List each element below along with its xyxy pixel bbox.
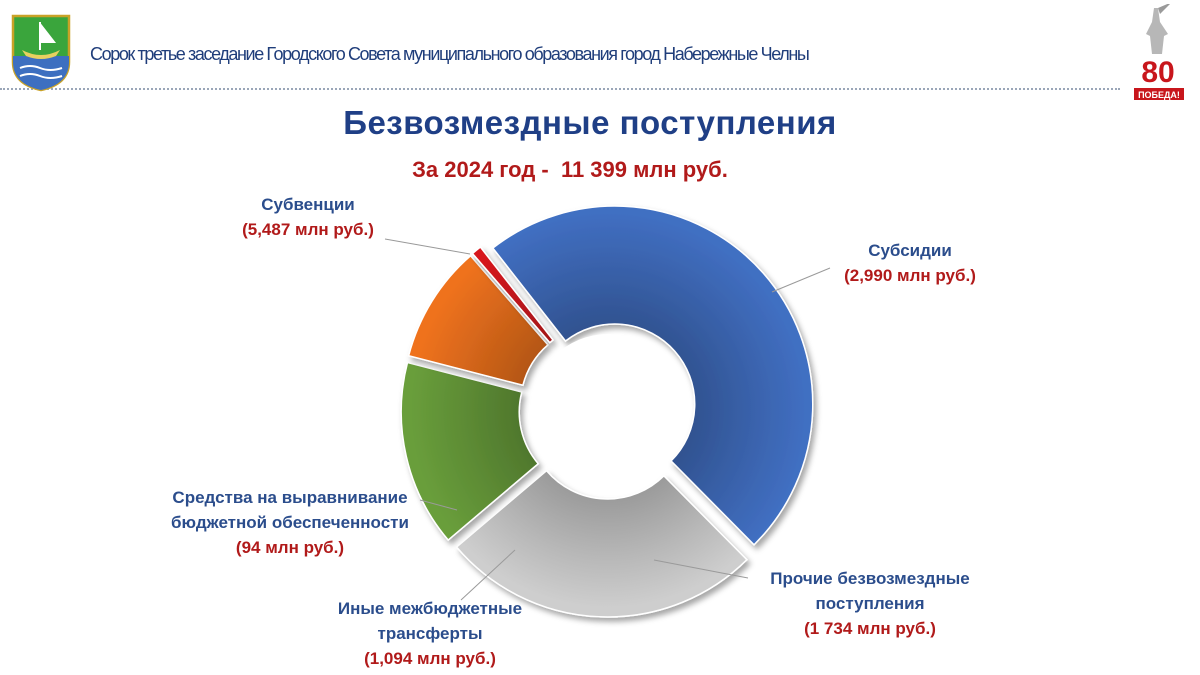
leader-line-0 (384, 238, 471, 255)
doughnut-slice-1 (455, 469, 748, 618)
doughnut-slice-2 (400, 361, 540, 542)
header-divider (0, 88, 1120, 90)
slice-label-3: Иные межбюджетные трансферты (1,094 млн ру… (300, 596, 560, 671)
doughnut-slice-0 (491, 205, 814, 546)
slice-name-line: Средства на выравнивание (172, 488, 408, 507)
slice-name-line: поступления (815, 594, 925, 613)
slice-name-line: Субвенции (261, 195, 355, 214)
header-session-text: Сорок третье заседание Городского Совета… (90, 44, 810, 64)
leader-line-4 (419, 499, 458, 511)
slice-value-label: (2,990 млн руб.) (844, 266, 976, 285)
slice-label-2: Прочие безвозмездные поступления (1 734 мл… (720, 566, 1020, 641)
slice-name-line: Субсидии (868, 241, 952, 260)
leader-line-1 (771, 267, 831, 293)
victory-number: 80 (1141, 56, 1174, 89)
slice-value-label: (5,487 млн руб.) (242, 220, 374, 239)
slice-name-line: трансферты (377, 624, 483, 643)
page-title: Безвозмездные поступления (343, 104, 837, 141)
doughnut-slice-3 (407, 254, 549, 387)
slice-name-line: Прочие безвозмездные (770, 569, 970, 588)
leader-line-2 (653, 559, 749, 579)
slice-value-label: (94 млн руб.) (235, 538, 345, 557)
victory-80-emblem-icon: 80 ПОБЕДА! (1134, 4, 1184, 100)
leader-line-3 (460, 549, 516, 601)
doughnut-hole (532, 334, 684, 486)
slice-value-label: (1 734 млн руб.) (804, 619, 936, 638)
chart-total-subtitle: За 2024 год - 11 399 млн руб. (412, 157, 728, 182)
slice-name-line: бюджетной обеспеченности (171, 513, 409, 532)
slice-label-1: Субсидии (2,990 млн руб.) (800, 238, 1020, 288)
slice-value-label: (1,094 млн руб.) (364, 649, 496, 668)
slice-name-line: Иные межбюджетные (337, 599, 523, 618)
slice-label-0: Субвенции (5,487 млн руб.) (208, 192, 408, 242)
slice-label-4: Средства на выравнивание бюджетной обеспе… (140, 485, 440, 560)
city-emblem-icon (11, 14, 71, 92)
doughnut-slice-4 (471, 245, 555, 344)
victory-word: ПОБЕДА! (1138, 90, 1180, 100)
